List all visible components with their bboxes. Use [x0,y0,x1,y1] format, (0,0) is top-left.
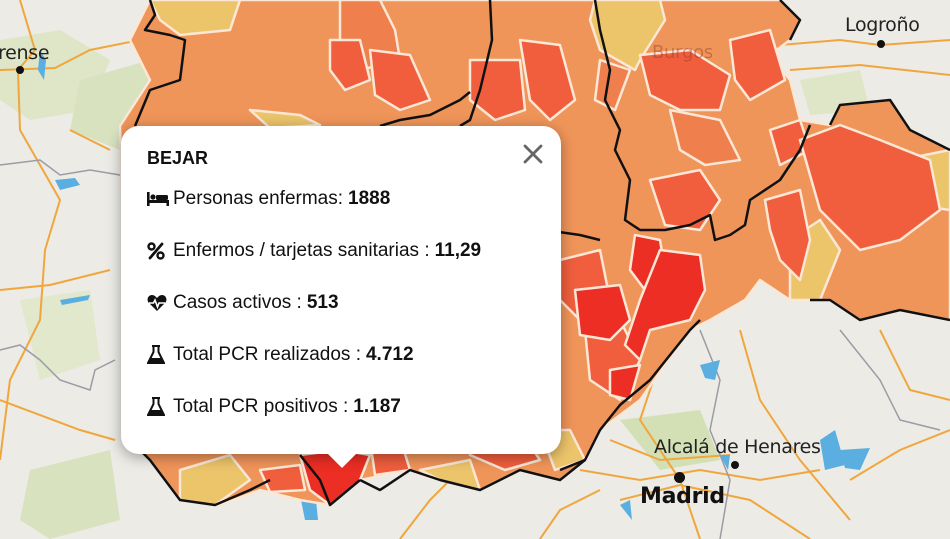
flask-icon [147,397,169,417]
close-button[interactable] [521,142,545,166]
stat-label: Total PCR realizados : [173,344,361,365]
flask-icon [147,345,169,365]
place-label-logrono: Logroño [845,14,920,36]
admin-boundaries [0,159,941,539]
stat-row-personas-enfermas: Personas enfermas: 1888 [147,188,390,210]
percent-icon [147,241,169,261]
popup-pointer [327,453,357,468]
stat-value: 513 [306,292,339,313]
stat-row-casos-activos: Casos activos : 513 [147,292,339,314]
place-label-alcala: Alcalá de Henares [654,436,821,458]
stat-value: 1.187 [353,396,401,417]
place-label-madrid: Madrid [640,484,725,509]
place-label-burgos: Burgos [652,42,713,63]
popup-title: BEJAR [147,148,209,168]
stat-label: Casos activos : [173,292,302,313]
water-layer [38,50,870,520]
bed-icon [147,189,169,209]
province-borders [129,0,950,507]
close-icon [523,144,543,164]
stat-row-enfermos-tarjetas: Enfermos / tarjetas sanitarias : 11,29 [147,240,481,262]
stat-label: Total PCR positivos : [173,396,349,417]
place-label-orense: rense [0,42,50,64]
stat-value: 11,29 [434,240,482,261]
city-dot-logrono [877,40,885,48]
city-dot-orense [16,66,24,74]
stat-label: Personas enfermas: [173,188,344,209]
stat-value: 4.712 [365,344,414,365]
city-dot-madrid [674,472,685,483]
stat-label: Enfermos / tarjetas sanitarias : [173,240,430,261]
city-dot-alcala [731,461,739,469]
stat-value: 1888 [348,188,391,209]
info-popup: BEJAR Personas enfermas: 1888 Enf [121,126,561,468]
stat-row-pcr-realizados: Total PCR realizados : 4.712 [147,344,414,366]
heartbeat-icon [147,293,169,313]
stat-row-pcr-positivos: Total PCR positivos : 1.187 [147,396,401,418]
